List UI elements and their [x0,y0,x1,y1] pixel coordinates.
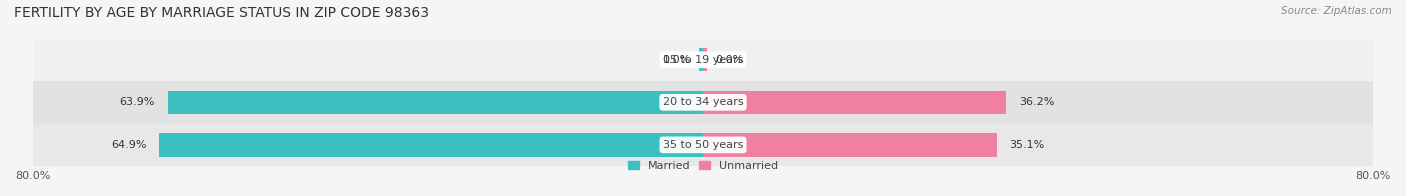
Bar [699,48,703,72]
Bar [703,133,997,157]
Bar [32,124,1374,166]
Text: 35 to 50 years: 35 to 50 years [662,140,744,150]
Text: 20 to 34 years: 20 to 34 years [662,97,744,107]
Legend: Married, Unmarried: Married, Unmarried [627,161,779,171]
Bar [703,48,707,72]
Bar [159,133,703,157]
Text: FERTILITY BY AGE BY MARRIAGE STATUS IN ZIP CODE 98363: FERTILITY BY AGE BY MARRIAGE STATUS IN Z… [14,6,429,20]
Text: 35.1%: 35.1% [1010,140,1045,150]
Text: 15 to 19 years: 15 to 19 years [662,55,744,65]
Text: 36.2%: 36.2% [1019,97,1054,107]
Text: 63.9%: 63.9% [120,97,155,107]
Text: Source: ZipAtlas.com: Source: ZipAtlas.com [1281,6,1392,16]
Bar [32,81,1374,124]
Bar [32,39,1374,81]
Text: 0.0%: 0.0% [716,55,744,65]
Bar [167,91,703,114]
Text: 64.9%: 64.9% [111,140,146,150]
Bar [703,91,1007,114]
Text: 0.0%: 0.0% [662,55,690,65]
